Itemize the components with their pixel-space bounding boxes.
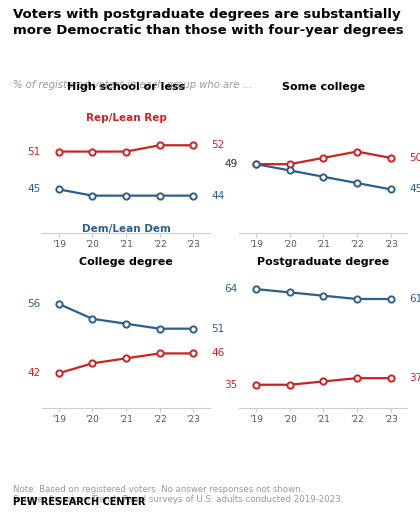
Text: 46: 46 <box>212 348 225 359</box>
Text: 50: 50 <box>409 153 420 163</box>
Text: 56: 56 <box>27 299 40 309</box>
Text: % of registered voters in each group who are ...: % of registered voters in each group who… <box>13 80 252 89</box>
Text: 51: 51 <box>27 147 40 156</box>
Text: 64: 64 <box>224 284 238 294</box>
Text: 35: 35 <box>224 380 238 390</box>
Text: 42: 42 <box>27 368 40 378</box>
Text: Note: Based on registered voters. No answer responses not shown.
Source: America: Note: Based on registered voters. No ans… <box>13 485 343 504</box>
Text: 45: 45 <box>409 184 420 194</box>
Text: 51: 51 <box>212 324 225 333</box>
Text: 52: 52 <box>212 140 225 150</box>
Text: High school or less: High school or less <box>67 83 185 92</box>
Text: Dem/Lean Dem: Dem/Lean Dem <box>81 224 171 234</box>
Text: Postgraduate degree: Postgraduate degree <box>257 257 389 267</box>
Text: 61: 61 <box>409 294 420 304</box>
Text: Voters with postgraduate degrees are substantially
more Democratic than those wi: Voters with postgraduate degrees are sub… <box>13 8 403 37</box>
Text: Rep/Lean Rep: Rep/Lean Rep <box>86 113 166 123</box>
Text: 44: 44 <box>212 191 225 201</box>
Text: Some college: Some college <box>282 83 365 92</box>
Text: 49: 49 <box>224 159 238 169</box>
Text: College degree: College degree <box>79 257 173 267</box>
Text: PEW RESEARCH CENTER: PEW RESEARCH CENTER <box>13 497 145 507</box>
Text: 49: 49 <box>224 159 238 169</box>
Text: 37: 37 <box>409 373 420 383</box>
Text: 45: 45 <box>27 184 40 194</box>
